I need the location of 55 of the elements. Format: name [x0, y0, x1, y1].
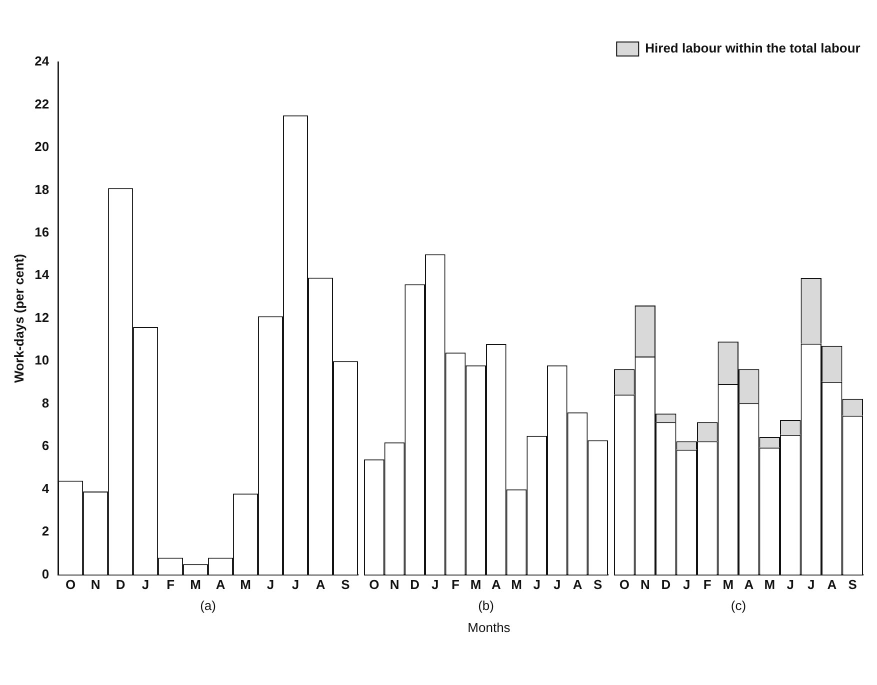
y-tick-label: 18	[34, 182, 50, 197]
x-tick-label: M	[764, 577, 776, 592]
x-tick-label: M	[190, 577, 201, 592]
y-tick-label: 2	[42, 524, 50, 539]
y-tick-label: 0	[42, 566, 50, 582]
x-tick-label: S	[341, 577, 350, 592]
x-tick-label: F	[703, 577, 712, 592]
x-tick-label: A	[491, 577, 502, 592]
x-tick-label: D	[410, 577, 420, 592]
x-tick-label: N	[390, 577, 400, 592]
x-tick-label: O	[369, 577, 380, 592]
y-tick-label: 4	[42, 480, 50, 496]
x-tick-label: A	[316, 577, 326, 592]
x-tick-label: N	[90, 577, 100, 592]
x-tick-label: S	[848, 577, 858, 592]
y-tick-label: 12	[34, 310, 50, 325]
x-tick-label: J	[786, 577, 794, 592]
y-tick-label: 24	[34, 54, 50, 69]
x-tick-label: J	[266, 577, 274, 592]
legend-label: Hired labour within the total labour	[645, 40, 860, 56]
x-tick-label: A	[827, 577, 838, 592]
x-tick-label: J	[292, 577, 300, 592]
x-tick-label: O	[619, 577, 630, 592]
x-tick-label: D	[116, 577, 126, 592]
x-tick-label: M	[240, 577, 251, 592]
x-tick-label: J	[533, 577, 540, 592]
y-tick-label: 6	[42, 438, 50, 454]
x-tick-label: D	[661, 577, 671, 592]
x-tick-label: A	[572, 577, 583, 592]
y-tick-label: 8	[42, 395, 50, 410]
x-tick-label: N	[640, 577, 650, 592]
x-tick-label: F	[452, 577, 460, 592]
x-axis-title: (b)	[478, 598, 494, 613]
x-tick-label: J	[554, 577, 561, 592]
x-tick-label: J	[808, 577, 815, 592]
y-tick-label: 16	[34, 224, 50, 240]
y-tick-label: 14	[34, 267, 50, 282]
text: Months	[466, 620, 512, 635]
x-axis-title: (c)	[730, 598, 746, 613]
y-tick-label: 22	[34, 96, 50, 112]
x-tick-label: J	[142, 577, 150, 592]
x-tick-label: A	[744, 577, 754, 592]
x-tick-label: M	[511, 577, 522, 592]
x-tick-label: J	[683, 577, 690, 592]
x-tick-label: A	[216, 577, 226, 592]
x-tick-label: S	[593, 577, 602, 592]
y-tick-label: 20	[34, 139, 50, 154]
x-tick-label: M	[470, 577, 482, 592]
y-tick-label: 10	[34, 352, 50, 368]
x-tick-label: O	[65, 577, 76, 592]
x-tick-label: F	[166, 577, 175, 592]
x-axis-title: (a)	[200, 598, 216, 613]
y-axis-title: Work-days (per cent)	[11, 254, 26, 383]
x-tick-label: J	[432, 577, 439, 592]
x-tick-label: M	[722, 577, 734, 592]
